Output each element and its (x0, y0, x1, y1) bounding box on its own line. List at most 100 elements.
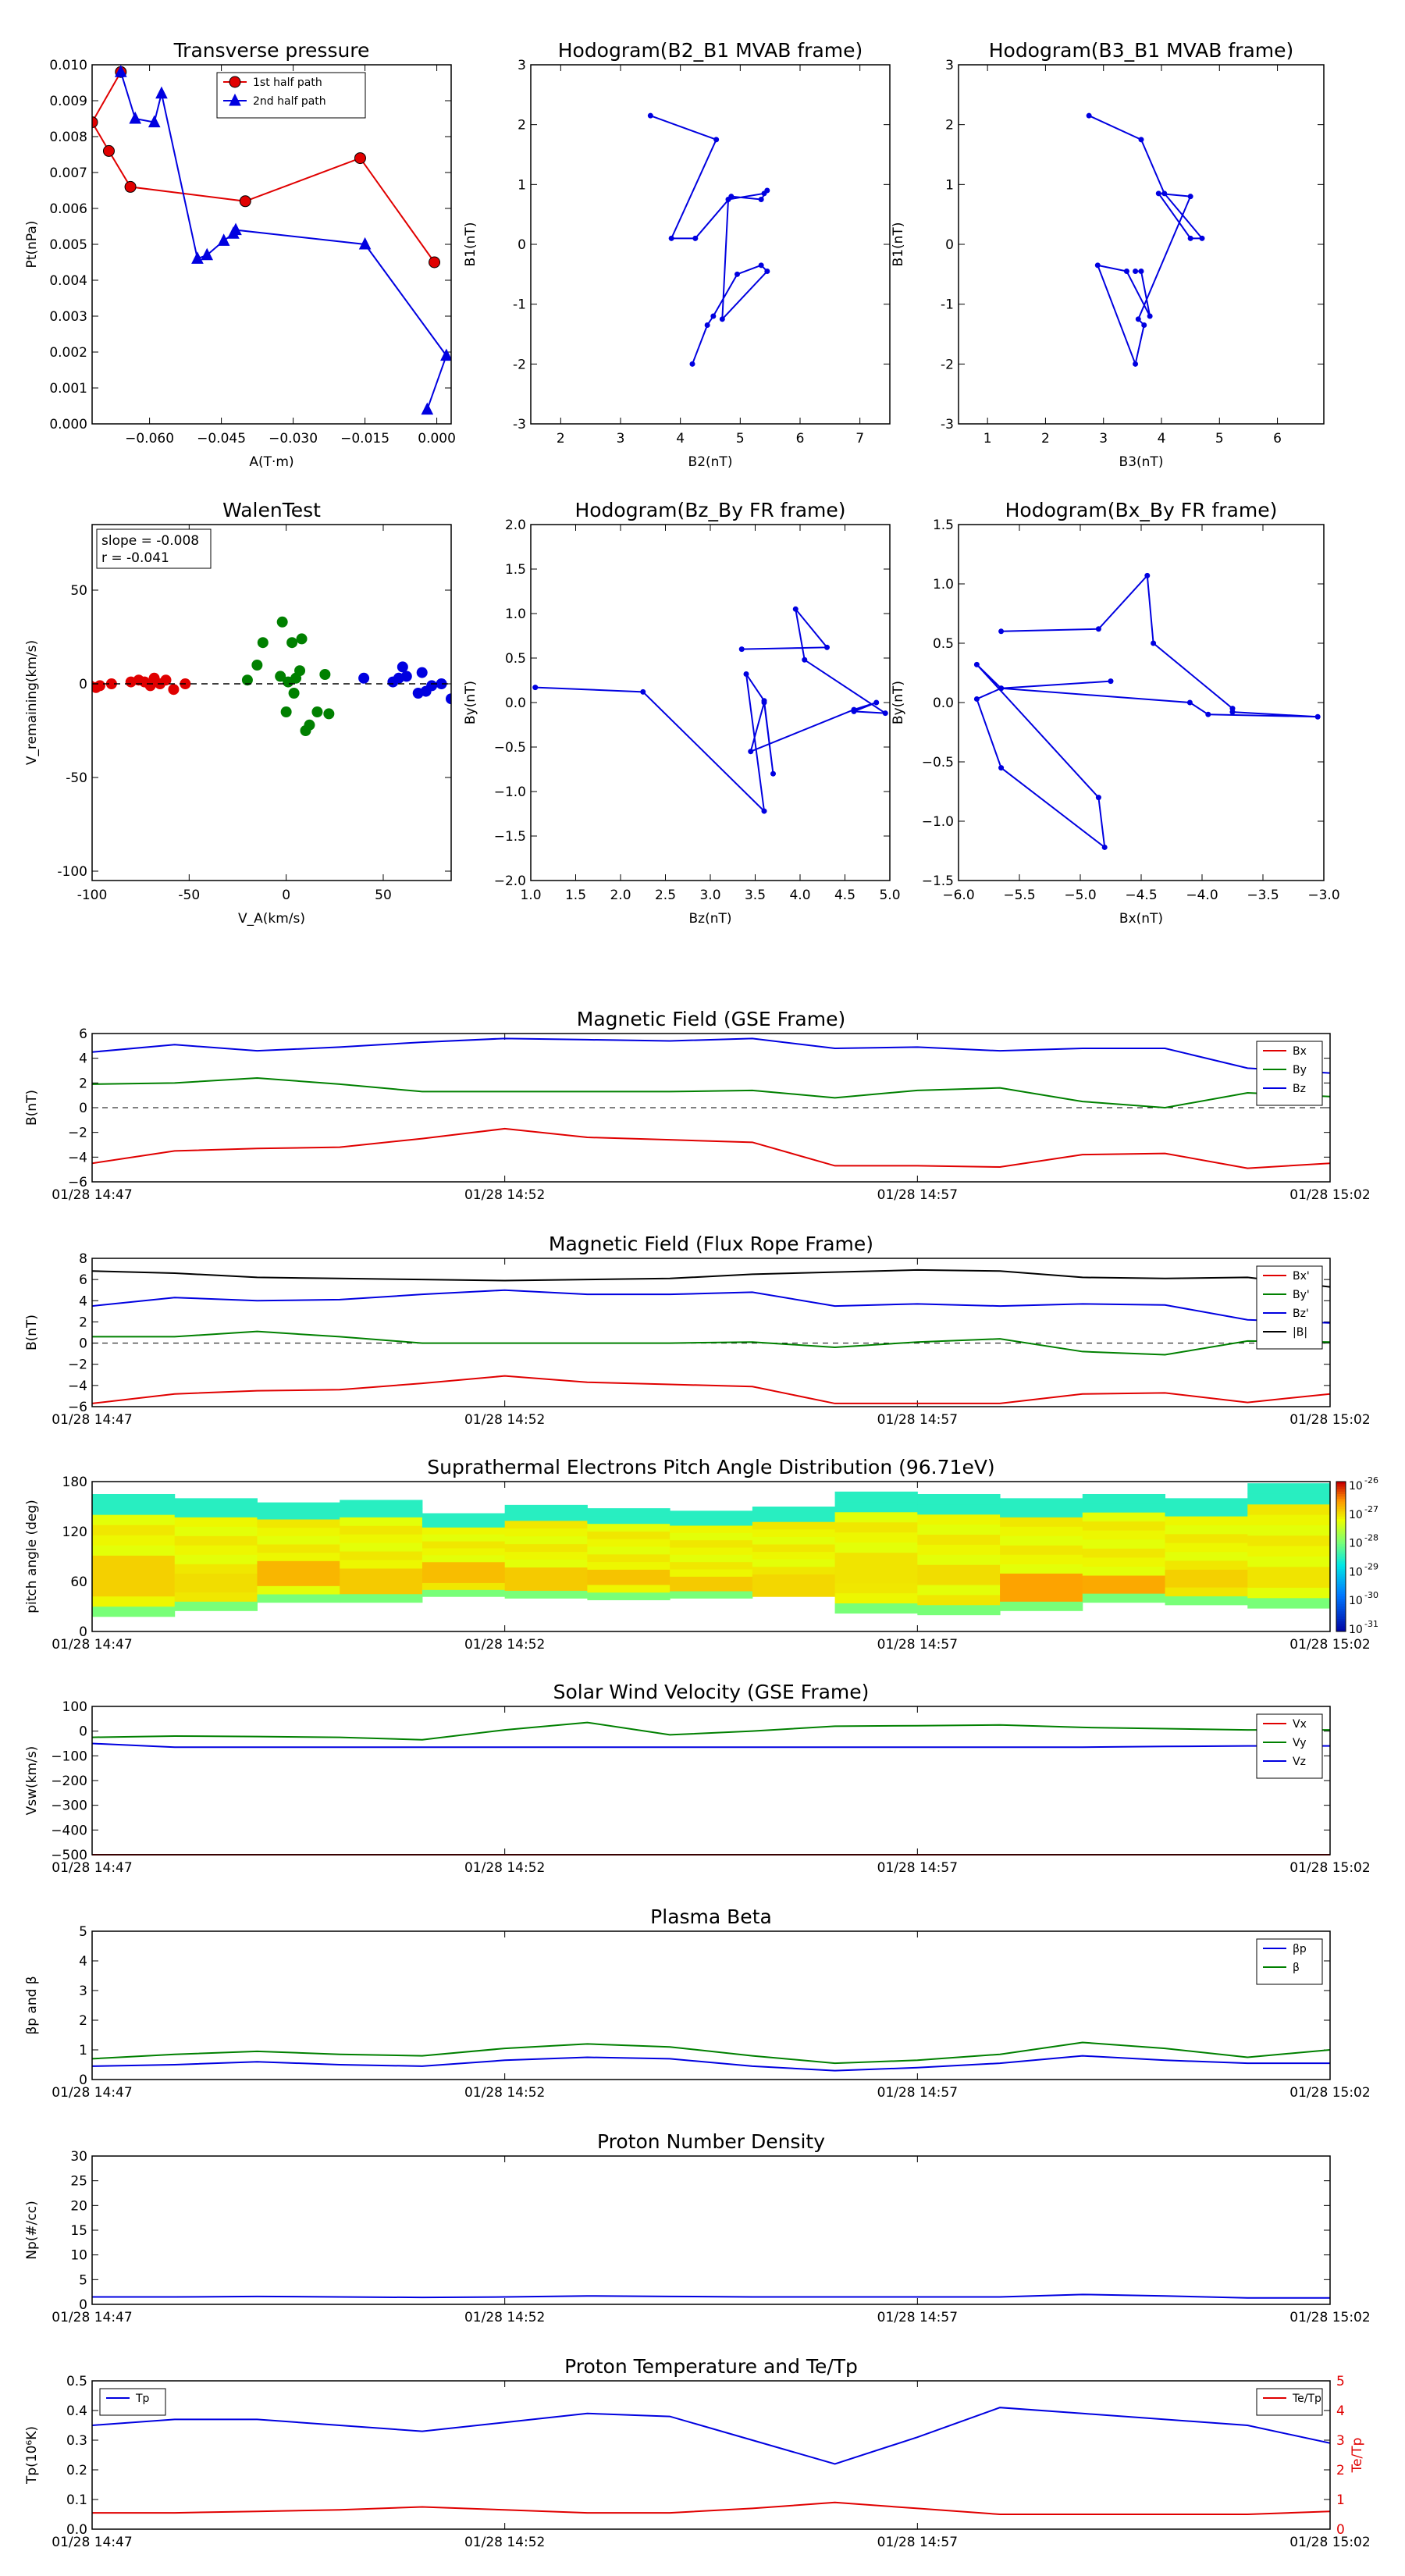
x-tick-label: −5.0 (1064, 888, 1096, 903)
x-tick-label: 01/28 14:47 (52, 1637, 132, 1653)
series-line (92, 1037, 1330, 1074)
data-point (92, 116, 98, 129)
y-axis-label: Pt(nPa) (24, 221, 40, 269)
heatmap-cell (587, 1515, 670, 1525)
heatmap-cell (504, 1590, 588, 1599)
legend-box (1256, 1041, 1323, 1106)
y-axis-label: By(nT) (891, 681, 906, 724)
y-tick-label: 1 (945, 177, 954, 193)
x-tick-label: 3.0 (699, 888, 720, 903)
y-axis-label: B1(nT) (463, 222, 478, 267)
heatmap-cell (752, 1589, 836, 1597)
data-point (1144, 572, 1151, 578)
legend: Tp (99, 2388, 166, 2416)
heatmap-cell (92, 1545, 176, 1556)
legend-marker (229, 93, 241, 106)
x-tick-label: 01/28 14:57 (877, 1860, 958, 1876)
series-line (92, 2041, 1330, 2065)
data-point (1205, 711, 1211, 717)
legend-box (99, 2388, 166, 2416)
heatmap-cell (1247, 1546, 1331, 1557)
x-tick-label: 01/28 14:52 (464, 1860, 545, 1876)
y-axis-label: V_remaining(km/s) (24, 640, 40, 765)
annotation-frame (96, 528, 212, 569)
colorbar-tick-label: 10 (1349, 1538, 1363, 1550)
legend: Bx' By' Bz' |B| (1256, 1265, 1323, 1350)
x-tick-label: 2 (1041, 431, 1050, 447)
legend-label: Vz (1293, 1756, 1306, 1768)
plot-frame (530, 64, 891, 425)
x-tick-label: 01/28 14:57 (877, 2535, 958, 2550)
legend: βp β (1256, 1938, 1323, 1985)
x-tick-label: 01/28 14:57 (877, 1412, 958, 1428)
colorbar-segment (1336, 1484, 1346, 1487)
series-line (92, 2055, 1330, 2072)
heatmap-cell (670, 1510, 753, 1519)
heatmap-cell (340, 1560, 423, 1569)
legend: Te/Tp (1256, 2388, 1323, 2416)
data-point (761, 808, 767, 814)
heatmap-cell (92, 1606, 176, 1617)
chart-title: WalenTest (222, 499, 321, 521)
data-point (323, 708, 335, 720)
heatmap-cell (752, 1544, 836, 1553)
x-tick-label: 01/28 15:02 (1289, 1187, 1370, 1203)
y-tick-label: −1.5 (494, 829, 526, 845)
y-tick-label: 30 (70, 2149, 87, 2165)
y-tick-label: 0.0 (933, 696, 954, 711)
heatmap-cell (834, 1562, 918, 1574)
panel-h1: Hodogram(B2_B1 MVAB frame) -3 -2 -1 0 1 2 3 2 3 4 5… (463, 39, 891, 470)
data-point (1095, 795, 1101, 801)
chart-title: Transverse pressure (173, 39, 370, 62)
data-point (1095, 626, 1101, 632)
heatmap-cell (670, 1532, 753, 1541)
panel-h3: Hodogram(Bz_By FR frame) −2.0 −1.5 −1.0 −0.5… (463, 499, 901, 927)
data-point (824, 644, 830, 650)
heatmap-cell (834, 1521, 918, 1533)
heatmap-cell (422, 1561, 506, 1570)
heatmap-cell (174, 1507, 258, 1517)
heatmap-cell (1165, 1533, 1248, 1543)
data-point (124, 180, 137, 193)
y-tick-label: −4 (68, 1150, 87, 1165)
heatmap-cell (670, 1547, 753, 1555)
y-tick-label: 0 (79, 1724, 87, 1740)
legend-box (216, 72, 366, 119)
colorbar-segment (1336, 1596, 1346, 1599)
colorbar-segment (1336, 1546, 1346, 1550)
colorbar-segment (1336, 1586, 1346, 1590)
heatmap-cell (92, 1555, 176, 1566)
colorbar-segment (1336, 1503, 1346, 1507)
heatmap-cell (92, 1535, 176, 1546)
heatmap-cell (752, 1536, 836, 1545)
colorbar-tick-exponent: -29 (1364, 1561, 1378, 1571)
legend-label: By (1293, 1064, 1307, 1076)
plot-series (92, 616, 451, 736)
chart-title: Plasma Beta (650, 1905, 772, 1928)
data-point (1135, 316, 1141, 322)
data-point (397, 661, 408, 673)
heatmap-cell (257, 1544, 340, 1553)
chart-title: Hodogram(B2_B1 MVAB frame) (558, 39, 863, 62)
panel-beta: Plasma Beta 0 1 2 3 4 5 01/28 14:47 01/28 14:52 0… (24, 1905, 1371, 2101)
data-point (129, 111, 142, 124)
heatmap-cell (1165, 1516, 1248, 1525)
colorbar-segment (1336, 1524, 1346, 1528)
heatmap-cell (752, 1507, 836, 1515)
data-point (1101, 844, 1108, 850)
data-point (692, 235, 699, 241)
heatmap-cell (917, 1494, 1001, 1505)
x-tick-label: −0.045 (197, 431, 246, 447)
heatmap-cell (1165, 1578, 1248, 1588)
y-tick-label: 0.010 (49, 58, 87, 73)
data-point (998, 628, 1005, 635)
heatmap-cell (92, 1514, 176, 1525)
legend-label: Bz (1293, 1083, 1306, 1095)
colorbar-segment (1336, 1486, 1346, 1490)
heatmap-cell (917, 1544, 1001, 1555)
y-tick-label: 2.0 (505, 518, 526, 533)
y-tick-label: 0.0 (505, 696, 526, 711)
y-tick-label: 5 (79, 1924, 87, 1940)
series-line (92, 1076, 1330, 1109)
heatmap-cell (670, 1591, 753, 1599)
